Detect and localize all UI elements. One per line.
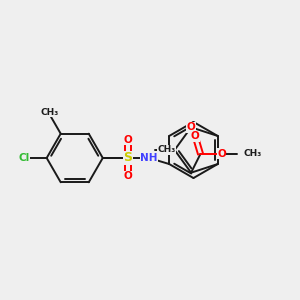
Text: O: O xyxy=(124,171,132,181)
Text: Cl: Cl xyxy=(19,153,30,163)
Text: CH₃: CH₃ xyxy=(243,149,261,158)
Text: O: O xyxy=(187,122,196,132)
Text: O: O xyxy=(124,135,132,145)
Text: CH₃: CH₃ xyxy=(157,146,176,154)
Text: O: O xyxy=(191,131,200,141)
Text: O: O xyxy=(217,149,226,159)
Text: S: S xyxy=(124,152,133,164)
Text: NH: NH xyxy=(140,153,158,163)
Text: CH₃: CH₃ xyxy=(40,108,58,117)
